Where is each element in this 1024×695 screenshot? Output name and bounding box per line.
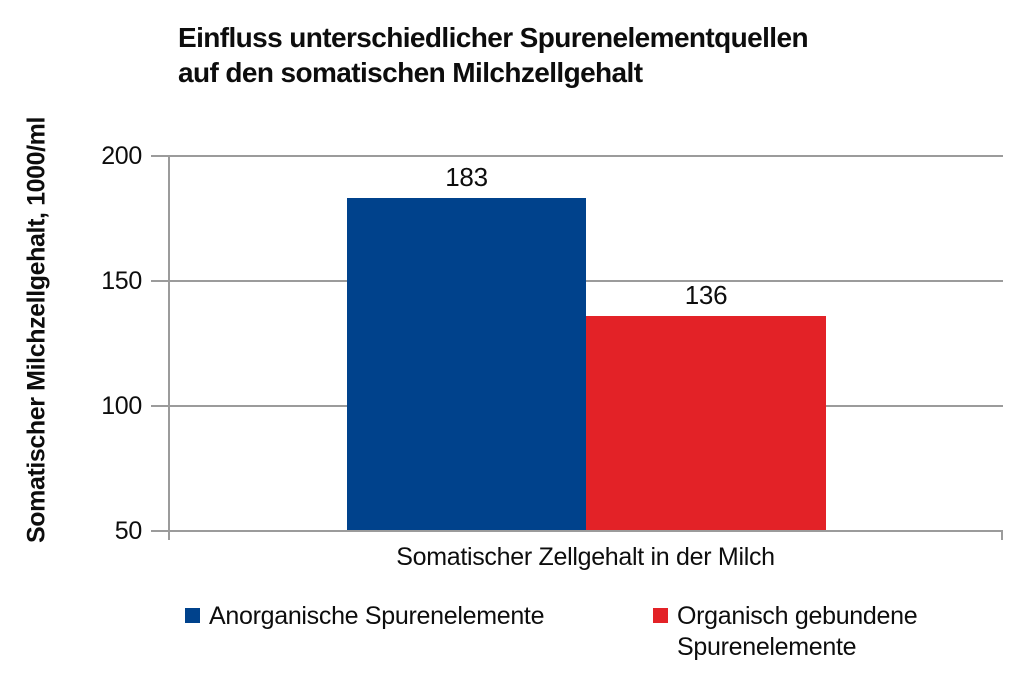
y-tick-label-150: 150 [101,267,142,295]
y-axis-line [168,155,170,532]
y-tick-mark [151,405,168,407]
y-tick-label-50: 50 [114,517,143,545]
x-tick-mark [168,531,170,540]
bar-anorganische-spurenelemente [347,198,586,531]
x-category-label: Somatischer Zellgehalt in der Milch [396,543,775,571]
y-tick-label-200: 200 [101,142,142,170]
legend-swatch-red-icon [653,608,668,623]
x-axis-line [168,530,1003,532]
plot-area: 183 136 [151,155,1003,540]
x-tick-mark [1001,531,1003,540]
bar-value-label: 183 [445,162,488,192]
y-tick-label-100: 100 [101,392,142,420]
y-tick-mark [151,530,168,532]
bar-organisch-gebundene-spurenelemente [586,316,826,531]
legend-label: Organisch gebundene Spurenelemente [677,602,918,661]
bar-value-label: 136 [684,280,728,310]
chart-title: Einfluss unterschiedlicher Spurenelement… [178,22,809,88]
bar-group-organische: 136 [586,156,826,531]
legend-item-anorganische: Anorganische Spurenelemente [185,601,544,632]
y-tick-mark [151,155,168,157]
legend-swatch-blue-icon [185,608,200,623]
y-axis-label: Somatischer Milchzellgehalt, 1000/ml [22,116,51,544]
bar-group-anorganische: 183 [347,156,586,531]
legend-label: Anorganische Spurenelemente [209,602,545,630]
y-tick-mark [151,280,168,282]
legend-item-organische: Organisch gebundene Spurenelemente [653,601,927,663]
gridline-200 [168,155,1003,157]
